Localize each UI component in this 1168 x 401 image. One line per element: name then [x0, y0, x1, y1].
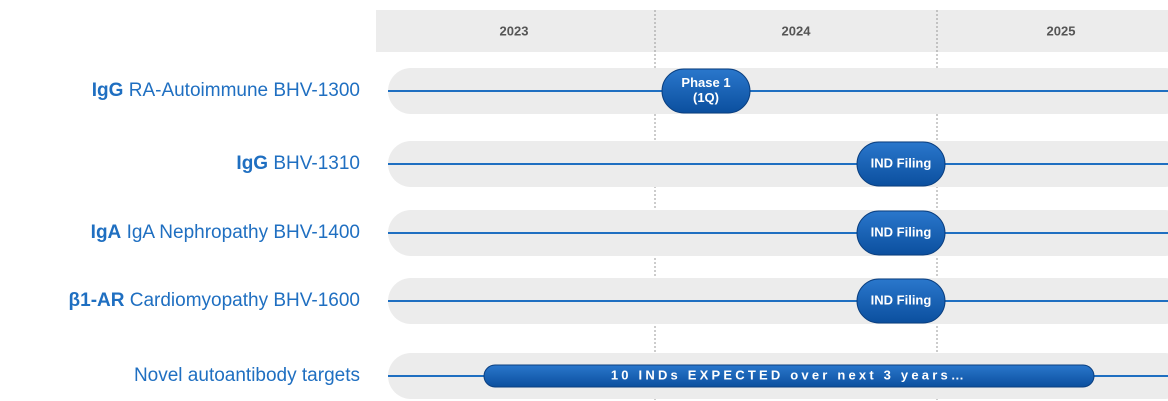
milestone-text: Phase 1 [681, 75, 730, 90]
row-name: RA-Autoimmune BHV-1300 [129, 80, 360, 101]
milestone-text: 10 INDs EXPECTED over next 3 years… [611, 367, 967, 382]
year-label: 2024 [782, 23, 812, 38]
row-name: Cardiomyopathy BHV-1600 [130, 290, 360, 311]
header-band [376, 10, 1168, 52]
row-label: Novel autoantibody targets [134, 365, 360, 386]
milestone-text: IND Filing [871, 155, 932, 170]
row-prefix: IgG [236, 153, 268, 174]
milestone-text: IND Filing [871, 292, 932, 307]
row-prefix: IgA [91, 222, 122, 243]
row-prefix: β1-AR [69, 290, 125, 311]
milestone-pill [483, 364, 1095, 388]
milestone-pill [856, 210, 946, 256]
milestone-pill [856, 278, 946, 324]
milestone-text: (1Q) [693, 90, 719, 105]
milestone-pill [856, 141, 946, 187]
row-label: IgG RA-Autoimmune BHV-1300 [92, 80, 360, 101]
row-label: IgA IgA Nephropathy BHV-1400 [91, 222, 360, 243]
milestone-text: IND Filing [871, 224, 932, 239]
row-prefix: IgG [92, 80, 124, 101]
row-label: IgG BHV-1310 [236, 153, 360, 174]
row-name: Novel autoantibody targets [134, 365, 360, 386]
row-name: IgA Nephropathy BHV-1400 [127, 222, 360, 243]
milestone-pill [661, 68, 751, 114]
row-name: BHV-1310 [273, 153, 360, 174]
year-label: 2023 [500, 23, 529, 38]
row-label: β1-AR Cardiomyopathy BHV-1600 [69, 290, 360, 311]
year-label: 2025 [1047, 23, 1076, 38]
